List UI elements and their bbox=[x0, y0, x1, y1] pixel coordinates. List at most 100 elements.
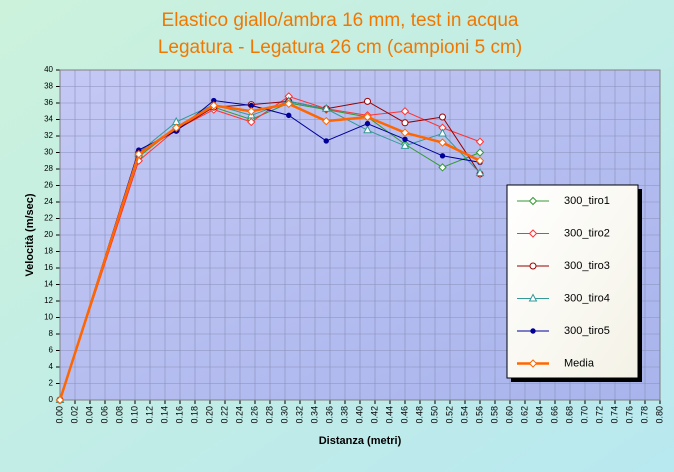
marker bbox=[134, 149, 143, 159]
x-tick-label: 0.72 bbox=[594, 406, 604, 424]
x-tick-label: 0.06 bbox=[99, 406, 109, 424]
y-tick-label: 26 bbox=[44, 181, 53, 190]
marker bbox=[475, 148, 485, 157]
x-tick-label: 0.62 bbox=[519, 406, 529, 424]
chart-title: Elastico giallo/ambra 16 mm, test in acq… bbox=[162, 10, 519, 31]
x-tick-label: 0.08 bbox=[114, 406, 124, 424]
x-tick-label: 0.54 bbox=[459, 406, 469, 424]
y-tick-label: 6 bbox=[49, 346, 54, 355]
x-tick-label: 0.48 bbox=[414, 406, 424, 424]
x-tick-label: 0.38 bbox=[339, 406, 349, 424]
x-tick-label: 0.52 bbox=[444, 406, 454, 424]
x-tick-label: 0.70 bbox=[579, 406, 589, 424]
x-tick-label: 0.42 bbox=[369, 406, 379, 424]
x-tick-label: 0.10 bbox=[129, 406, 139, 424]
x-tick-label: 0.24 bbox=[234, 406, 244, 424]
marker bbox=[209, 101, 218, 110]
x-tick-label: 0.04 bbox=[84, 406, 94, 424]
x-tick-label: 0.28 bbox=[264, 406, 274, 424]
marker bbox=[322, 116, 331, 126]
y-tick-label: 18 bbox=[44, 247, 53, 256]
x-tick-label: 0.68 bbox=[564, 406, 574, 424]
marker bbox=[530, 328, 536, 334]
y-tick-label: 20 bbox=[44, 230, 53, 239]
marker bbox=[528, 196, 538, 206]
marker bbox=[438, 163, 447, 172]
x-tick-label: 0.22 bbox=[219, 406, 229, 424]
marker bbox=[363, 112, 372, 122]
y-tick-label: 4 bbox=[49, 362, 54, 371]
x-tick-label: 0.46 bbox=[399, 406, 409, 424]
y-tick-label: 14 bbox=[44, 280, 53, 289]
marker bbox=[364, 120, 371, 127]
legend-label: 300_tiro4 bbox=[564, 292, 610, 304]
y-tick-label: 12 bbox=[44, 296, 53, 305]
marker bbox=[323, 138, 329, 144]
y-tick-label: 24 bbox=[44, 197, 53, 206]
marker bbox=[438, 138, 447, 147]
plot-border bbox=[59, 69, 661, 401]
marker bbox=[400, 128, 410, 137]
marker bbox=[400, 107, 410, 116]
y-tick-label: 16 bbox=[44, 263, 53, 272]
y-tick-label: 32 bbox=[44, 131, 53, 140]
x-tick-label: 0.18 bbox=[189, 406, 199, 424]
marker bbox=[55, 395, 65, 405]
marker bbox=[438, 128, 447, 137]
marker bbox=[321, 103, 331, 112]
legend bbox=[506, 184, 639, 379]
y-axis-title: Velocità (m/sec) bbox=[24, 193, 36, 276]
marker bbox=[528, 359, 538, 368]
y-tick-label: 38 bbox=[44, 82, 53, 91]
marker bbox=[401, 119, 409, 127]
x-tick-label: 0.78 bbox=[639, 406, 649, 424]
marker bbox=[172, 123, 181, 132]
x-tick-label: 0.44 bbox=[384, 406, 394, 424]
legend-label: 300_tiro3 bbox=[564, 260, 610, 272]
x-tick-label: 0.30 bbox=[279, 406, 289, 424]
x-tick-label: 0.16 bbox=[174, 406, 184, 424]
y-tick-label: 40 bbox=[44, 65, 53, 74]
y-tick-label: 28 bbox=[44, 164, 53, 173]
x-tick-label: 0.12 bbox=[144, 406, 154, 424]
x-tick-label: 0.66 bbox=[549, 406, 559, 424]
marker bbox=[528, 293, 538, 302]
marker bbox=[247, 107, 256, 116]
marker bbox=[439, 153, 446, 159]
x-tick-label: 0.80 bbox=[654, 406, 664, 424]
x-tick-label: 0.76 bbox=[624, 406, 634, 424]
marker bbox=[402, 136, 408, 143]
x-axis-title: Distanza (metri) bbox=[319, 435, 402, 447]
legend-label: 300_tiro1 bbox=[564, 195, 610, 207]
x-tick-label: 0.02 bbox=[69, 406, 79, 424]
x-tick-label: 0.74 bbox=[609, 406, 619, 424]
marker bbox=[363, 125, 372, 134]
x-tick-label: 0.58 bbox=[489, 406, 499, 424]
x-tick-label: 0.26 bbox=[249, 406, 259, 424]
y-tick-label: 2 bbox=[49, 379, 54, 388]
marker bbox=[475, 168, 485, 177]
y-tick-label: 0 bbox=[49, 395, 54, 404]
legend-label: 300_tiro5 bbox=[564, 325, 610, 337]
x-tick-label: 0.14 bbox=[159, 406, 169, 424]
x-tick-label: 0.32 bbox=[294, 406, 304, 424]
x-tick-label: 0.20 bbox=[204, 406, 214, 424]
y-tick-label: 8 bbox=[49, 329, 54, 338]
x-tick-label: 0.64 bbox=[534, 406, 544, 424]
x-tick-label: 0.60 bbox=[504, 406, 514, 424]
marker bbox=[475, 137, 485, 146]
legend-label: 300_tiro2 bbox=[564, 227, 610, 239]
x-tick-label: 0.50 bbox=[429, 406, 439, 424]
marker bbox=[400, 140, 410, 149]
marker bbox=[528, 229, 538, 238]
y-tick-label: 36 bbox=[44, 98, 53, 107]
marker bbox=[286, 112, 292, 119]
marker bbox=[248, 102, 254, 109]
marker bbox=[364, 97, 371, 105]
x-tick-label: 0.00 bbox=[54, 406, 64, 424]
marker bbox=[529, 262, 537, 270]
y-tick-label: 30 bbox=[44, 148, 53, 157]
y-tick-label: 22 bbox=[44, 214, 53, 223]
